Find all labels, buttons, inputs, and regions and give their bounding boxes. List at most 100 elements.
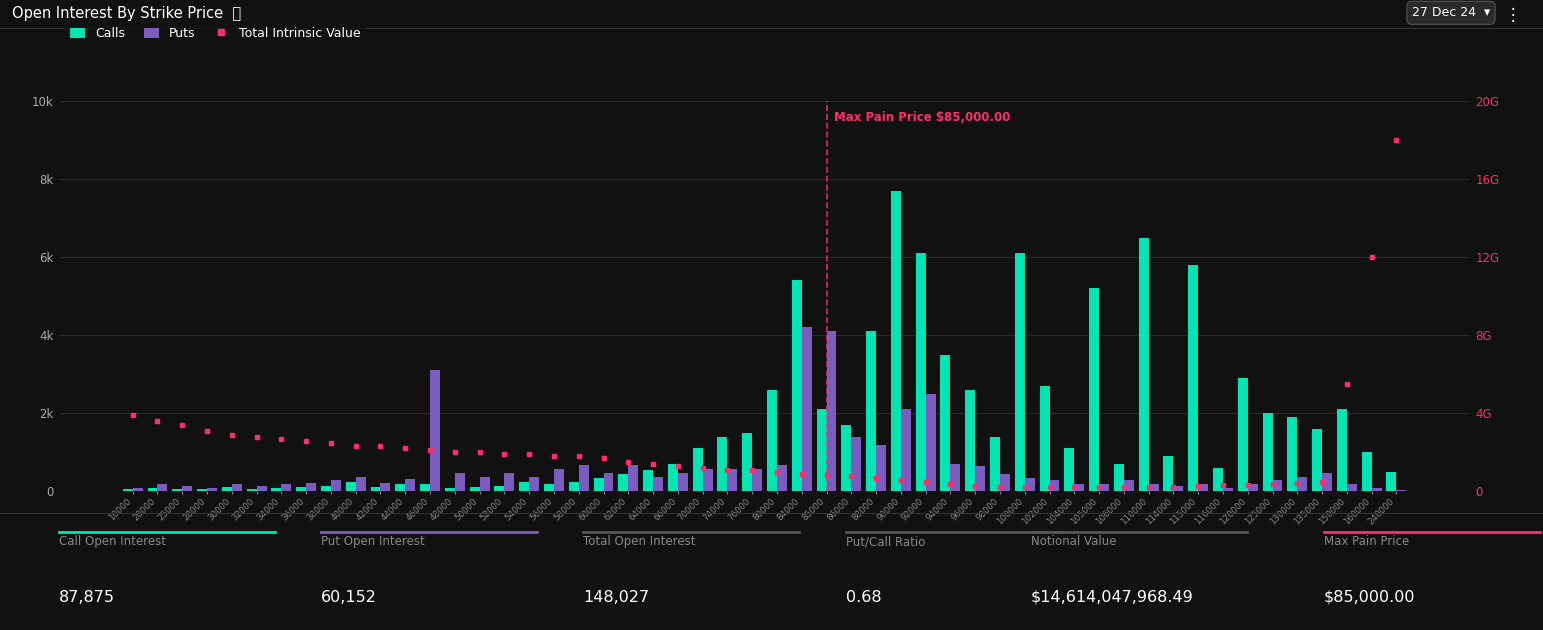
Text: 0.68: 0.68 [846, 590, 881, 605]
Bar [1114, 464, 1123, 491]
Bar [890, 191, 901, 491]
Bar [1049, 481, 1060, 491]
Bar [420, 484, 430, 491]
Bar [321, 486, 330, 491]
Bar [1224, 488, 1233, 491]
Bar [1273, 481, 1282, 491]
Bar [356, 476, 366, 491]
Bar [991, 437, 1000, 491]
Bar [619, 474, 628, 491]
Bar [1322, 472, 1332, 491]
Bar [554, 469, 563, 491]
Bar [222, 487, 231, 491]
Bar [1387, 472, 1396, 491]
Bar [182, 486, 193, 491]
Bar [1298, 476, 1307, 491]
Bar [866, 331, 876, 491]
Text: Call Open Interest: Call Open Interest [59, 535, 165, 548]
Bar [950, 464, 960, 491]
Text: $85,000.00: $85,000.00 [1324, 590, 1415, 605]
Text: Total Open Interest: Total Open Interest [583, 535, 696, 548]
Bar [1123, 481, 1134, 491]
Bar [628, 465, 639, 491]
Text: Open Interest By Strike Price  ⓘ: Open Interest By Strike Price ⓘ [12, 6, 241, 21]
Bar [281, 484, 292, 491]
Text: Notional Value: Notional Value [1031, 535, 1116, 548]
Bar [1000, 474, 1009, 491]
Bar [1139, 238, 1148, 491]
Bar [778, 465, 787, 491]
Bar [406, 479, 415, 491]
Bar [1015, 253, 1025, 491]
Bar [569, 482, 579, 491]
Bar [1163, 456, 1173, 491]
Bar [1237, 378, 1248, 491]
Bar [1040, 386, 1049, 491]
Bar [1089, 289, 1099, 491]
Bar [494, 486, 505, 491]
Bar [520, 482, 529, 491]
Bar [717, 437, 727, 491]
Bar [381, 483, 390, 491]
Bar [1248, 484, 1258, 491]
Bar [430, 370, 440, 491]
Bar [1074, 484, 1085, 491]
Bar [231, 484, 242, 491]
Text: 60,152: 60,152 [321, 590, 376, 605]
Bar [876, 445, 886, 491]
Bar [395, 484, 406, 491]
Bar [841, 425, 852, 491]
Bar [827, 331, 836, 491]
Text: ⋮: ⋮ [1504, 6, 1521, 25]
Bar [852, 437, 861, 491]
Bar [455, 472, 464, 491]
Bar [1199, 484, 1208, 491]
Bar [975, 466, 984, 491]
Bar [1347, 484, 1356, 491]
Bar [579, 465, 588, 491]
Bar [702, 469, 713, 491]
Bar [173, 489, 182, 491]
Bar [1025, 478, 1035, 491]
Text: Max Pain Price: Max Pain Price [1324, 535, 1409, 548]
Text: 87,875: 87,875 [59, 590, 114, 605]
Bar [444, 488, 455, 491]
Bar [926, 394, 935, 491]
Bar [1362, 452, 1372, 491]
Bar [148, 488, 157, 491]
Bar [594, 478, 603, 491]
Bar [545, 484, 554, 491]
Bar [480, 476, 489, 491]
Bar [247, 489, 256, 491]
Bar [1312, 429, 1322, 491]
Bar [767, 390, 778, 491]
Bar [123, 490, 133, 491]
Bar [816, 410, 827, 491]
Bar [1099, 484, 1109, 491]
Bar [742, 433, 751, 491]
Bar [901, 410, 910, 491]
Bar [306, 483, 316, 491]
Bar [966, 390, 975, 491]
Bar [693, 449, 702, 491]
Bar [296, 488, 306, 491]
Bar [133, 488, 142, 491]
Bar [1336, 410, 1347, 491]
Bar [1396, 490, 1406, 491]
Bar [370, 487, 381, 491]
Bar [677, 472, 688, 491]
Bar [272, 488, 281, 491]
Text: $14,614,047,968.49: $14,614,047,968.49 [1031, 590, 1193, 605]
Text: 27 Dec 24  ▾: 27 Dec 24 ▾ [1412, 6, 1491, 20]
Bar [330, 481, 341, 491]
Bar [941, 355, 950, 491]
Bar [727, 469, 738, 491]
Bar [157, 484, 167, 491]
Bar [1065, 449, 1074, 491]
Bar [1372, 488, 1381, 491]
Bar [915, 253, 926, 491]
Bar [643, 470, 653, 491]
Bar [751, 469, 762, 491]
Bar [198, 490, 207, 491]
Bar [256, 486, 267, 491]
